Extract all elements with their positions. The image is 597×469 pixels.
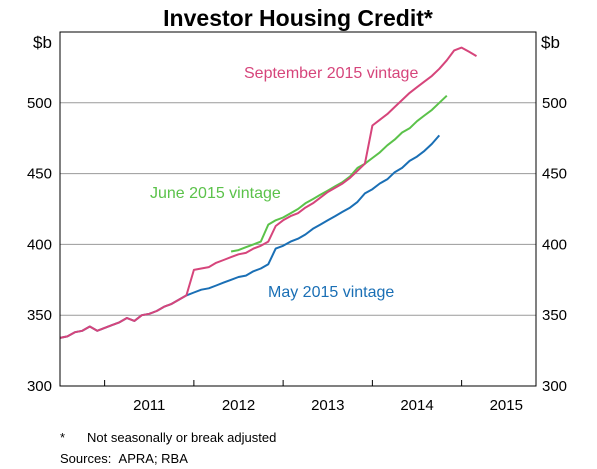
x-axis: 2011 2012 2013 2014 2015 <box>104 380 523 414</box>
series-line <box>230 94 448 253</box>
x-tick-label: 2013 <box>311 397 344 414</box>
y-tick-label-right: 450 <box>542 166 567 183</box>
x-tick-label: 2011 <box>133 397 165 414</box>
series-label: May 2015 vintage <box>268 284 394 301</box>
series-line <box>59 134 441 339</box>
y-unit-right: $b <box>541 33 560 52</box>
sources-row: Sources: APRA; RBA <box>60 448 276 469</box>
footnote-text: Not seasonally or break adjusted <box>87 430 277 445</box>
y-tick-label-left: 450 <box>27 166 52 183</box>
y-axis-left: 300 350 400 450 500 <box>27 95 52 395</box>
chart-title: Investor Housing Credit* <box>163 5 433 31</box>
plot-frame <box>59 31 537 387</box>
series-lines <box>59 46 478 339</box>
footnote-key: * <box>60 430 66 445</box>
y-axis-right: 300 350 400 450 500 <box>542 95 567 395</box>
y-tick-label-left: 400 <box>27 236 52 253</box>
x-tick-label: 2014 <box>400 397 433 414</box>
footnotes: * Not seasonally or break adjusted Sourc… <box>60 427 276 469</box>
series-line <box>59 46 478 339</box>
sources-text: APRA; RBA <box>118 451 188 466</box>
y-tick-label-left: 350 <box>27 307 52 324</box>
grid-lines <box>60 102 536 316</box>
y-tick-label-right: 500 <box>542 95 567 112</box>
y-tick-label-left: 500 <box>27 95 52 112</box>
x-tick-label: 2012 <box>222 397 255 414</box>
series-label: June 2015 vintage <box>150 185 281 202</box>
x-tick-label: 2015 <box>490 397 523 414</box>
footnote-row: * Not seasonally or break adjusted <box>60 427 276 448</box>
series-labels: September 2015 vintage June 2015 vintage M… <box>150 65 418 301</box>
y-tick-label-left: 300 <box>27 378 52 395</box>
y-unit-left: $b <box>33 33 52 52</box>
series-label: September 2015 vintage <box>244 65 418 82</box>
y-tick-label-right: 300 <box>542 378 567 395</box>
y-tick-label-right: 400 <box>542 236 567 253</box>
y-tick-label-right: 350 <box>542 307 567 324</box>
sources-key: Sources: <box>60 451 112 466</box>
chart: Investor Housing Credit* $b $b 300 350 400… <box>27 5 567 414</box>
